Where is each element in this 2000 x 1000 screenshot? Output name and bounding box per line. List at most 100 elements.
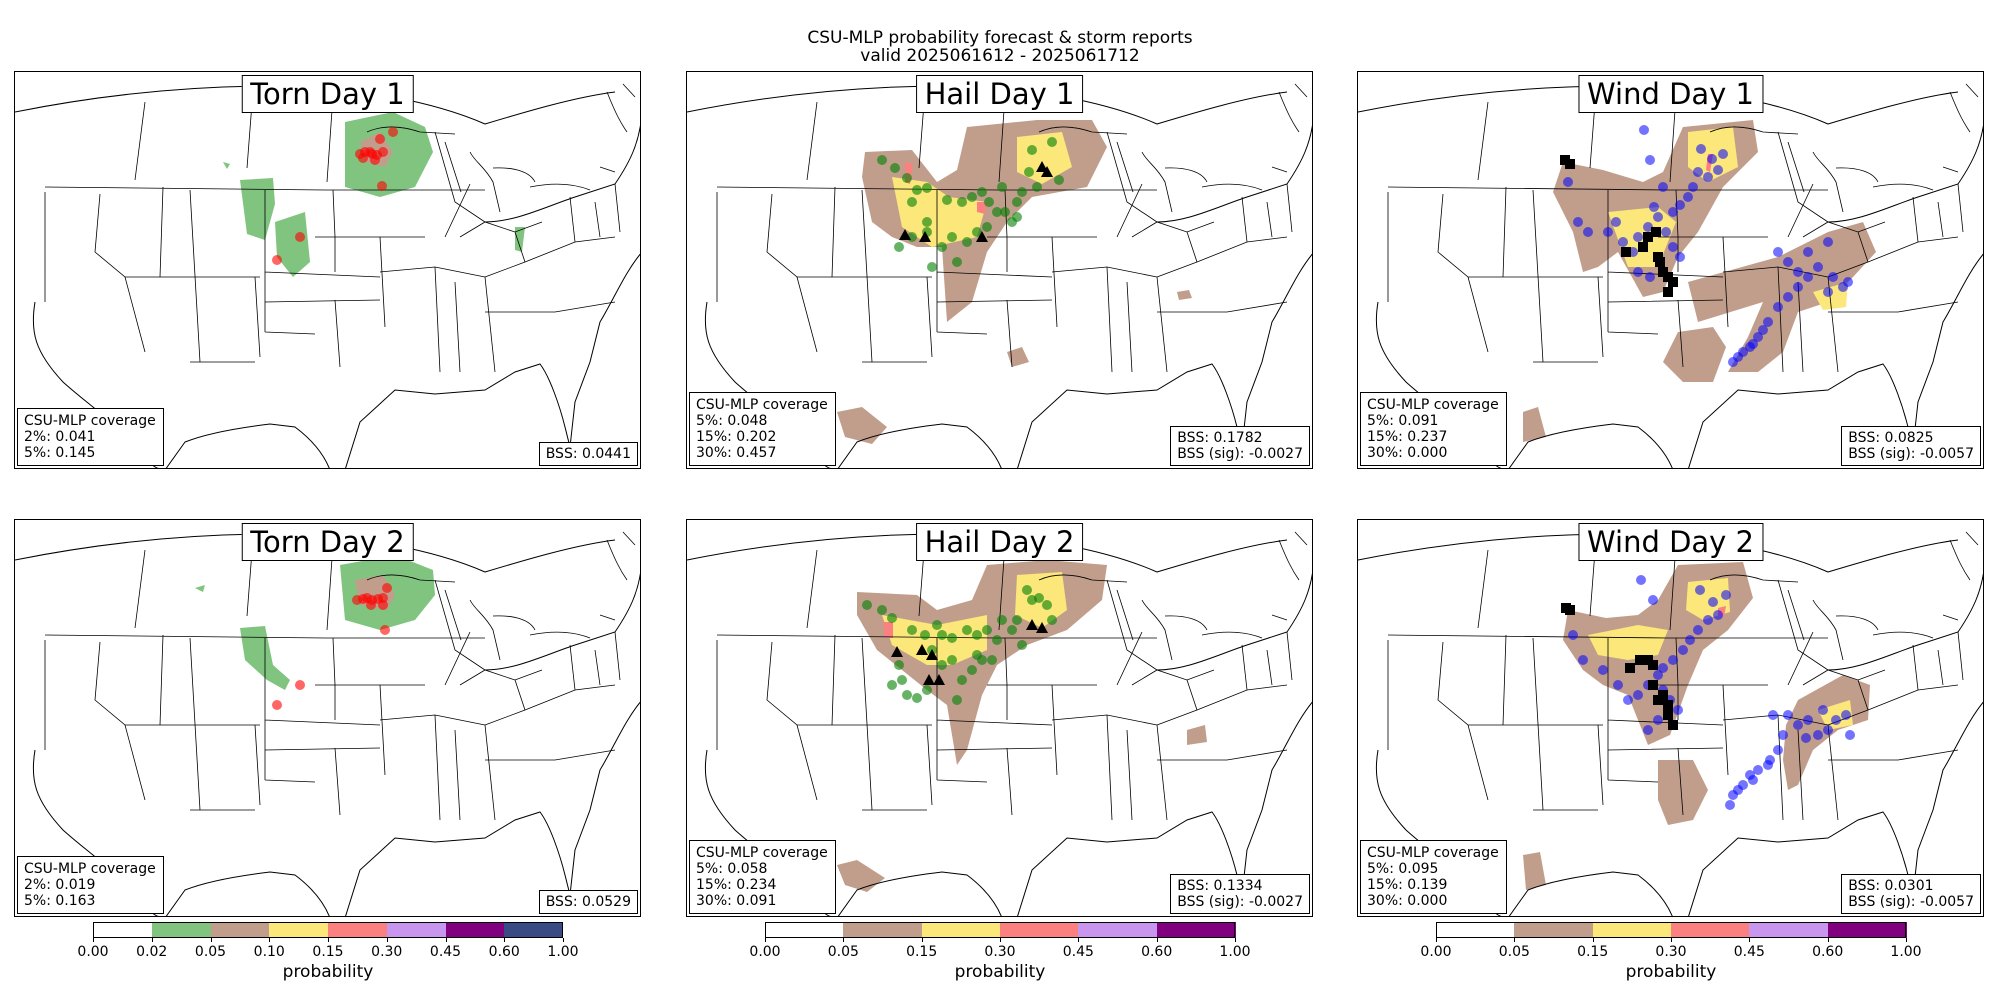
storm-report-marker: [1693, 625, 1703, 635]
storm-report-marker: [1813, 262, 1823, 272]
bss-line: BSS (sig): -0.0057: [1848, 446, 1974, 462]
significant-report-marker: [1036, 161, 1048, 172]
storm-report-marker: [382, 583, 392, 593]
storm-report-marker: [947, 232, 957, 242]
coverage-line: 2%: 0.019: [24, 877, 96, 893]
storm-report-marker: [1713, 610, 1723, 620]
colorbar-tick-label: 1.00: [547, 944, 579, 960]
probability-contour: [1663, 327, 1726, 382]
colorbar-tick: [765, 938, 766, 942]
probability-contour: [240, 178, 275, 240]
storm-report-marker: [932, 620, 942, 630]
colorbar-tick: [1514, 938, 1516, 942]
colorbar-tick-label: 0.60: [1141, 944, 1173, 960]
coverage-line: 5%: 0.091: [1367, 413, 1439, 429]
colorbar-tick: [1000, 938, 1001, 942]
storm-report-marker: [1623, 695, 1633, 705]
coverage-line: 30%: 0.457: [696, 445, 777, 461]
panel-torn2: Torn Day 2 CSU-MLP coverage 2%: 0.019 5%: 0…: [14, 519, 641, 917]
storm-report-marker: [920, 630, 930, 640]
significant-report-marker: [1036, 622, 1048, 633]
colorbar-tick-label: 0.05: [1498, 944, 1530, 960]
storm-report-marker: [1034, 593, 1044, 603]
storm-report-marker: [1758, 325, 1768, 335]
storm-report-marker: [1733, 352, 1743, 362]
colorbar-tick-label: 0.30: [984, 944, 1016, 960]
storm-report-marker: [1633, 267, 1643, 277]
storm-report-marker: [1568, 630, 1578, 640]
storm-report-marker: [1803, 247, 1813, 257]
coverage-title: CSU-MLP coverage: [696, 397, 828, 413]
colorbar-wind: 0.00 0.05 0.15 0.30 0.45 0.60 1.00 probability: [1420, 922, 1922, 984]
storm-report-marker: [907, 625, 917, 635]
storm-report-marker: [957, 197, 967, 207]
significant-report-marker: [1565, 605, 1575, 615]
storm-report-marker: [1718, 149, 1728, 159]
bss-line: BSS: 0.0441: [545, 446, 631, 462]
storm-report-marker: [922, 183, 932, 193]
storm-report-marker: [295, 232, 305, 242]
storm-report-marker: [1745, 770, 1755, 780]
colorbar-tick: [328, 938, 329, 942]
probability-contour: [837, 407, 887, 444]
coverage-box: CSU-MLP coverage 5%: 0.048 15%: 0.202 30%: …: [689, 392, 836, 466]
storm-report-marker: [972, 227, 982, 237]
storm-report-marker: [378, 600, 388, 610]
colorbar-segment: [1671, 922, 1750, 938]
storm-report-marker: [1753, 765, 1763, 775]
bss-box: BSS: 0.0301 BSS (sig): -0.0057: [1841, 874, 1981, 914]
storm-report-marker: [1618, 237, 1628, 247]
storm-report-marker: [1658, 663, 1668, 673]
significant-report-marker: [1648, 660, 1658, 670]
panel-torn1: Torn Day 1 CSU-MLP coverage 2%: 0.041 5%: 0…: [14, 71, 641, 469]
coverage-line: 5%: 0.058: [696, 861, 768, 877]
storm-report-marker: [952, 695, 962, 705]
probability-contour: [1523, 852, 1546, 890]
map-boundaries: [1358, 83, 1983, 468]
significant-report-marker: [1643, 232, 1653, 242]
panel-hail2: Hail Day 2 CSU-MLP coverage 5%: 0.058 15%: …: [686, 519, 1313, 917]
probability-contour: [837, 860, 885, 892]
probability-contour: [1007, 347, 1029, 367]
colorbar-tick-label: 0.05: [194, 944, 227, 960]
map-boundaries: [15, 83, 640, 468]
storm-report-marker: [877, 605, 887, 615]
significant-report-marker: [1653, 695, 1663, 705]
panel-hail1: Hail Day 1 CSU-MLP coverage 5%: 0.048 15%: …: [686, 71, 1313, 469]
probability-contour: [223, 162, 230, 169]
colorbar-frame: [1436, 922, 1906, 938]
storm-report-marker: [912, 185, 922, 195]
map-boundaries: [1358, 531, 1983, 916]
colorbar-segment: [1436, 922, 1515, 938]
storm-report-marker: [1578, 655, 1588, 665]
storm-report-marker: [1633, 690, 1643, 700]
bss-line: BSS: 0.0301: [1848, 878, 1934, 894]
panel-title: Torn Day 2: [241, 523, 414, 561]
storm-report-marker: [1649, 202, 1659, 212]
storm-report-marker: [1823, 237, 1833, 247]
storm-report-marker: [1668, 207, 1678, 217]
colorbar-segment: [1156, 922, 1236, 938]
storm-report-marker: [370, 155, 380, 165]
colorbar-segment: [504, 922, 564, 938]
coverage-title: CSU-MLP coverage: [1367, 845, 1499, 861]
colorbar-segment: [210, 922, 270, 938]
storm-report-marker: [952, 257, 962, 267]
colorbar-tick-label: 0.45: [1062, 944, 1094, 960]
storm-report-marker: [1573, 217, 1583, 227]
colorbar-tick-label: 0.45: [1733, 944, 1765, 960]
bss-box: BSS: 0.1782 BSS (sig): -0.0027: [1170, 426, 1310, 466]
figure-title-line1: CSU-MLP probability forecast & storm rep…: [807, 28, 1193, 48]
storm-report-marker: [1783, 292, 1793, 302]
map-wind2: [1358, 531, 1983, 916]
storm-report-marker: [890, 163, 900, 173]
colorbar-tick: [1235, 938, 1236, 942]
colorbar-tick: [843, 938, 845, 942]
storm-report-marker: [1773, 745, 1783, 755]
storm-report-marker: [1012, 615, 1022, 625]
storm-report-marker: [947, 655, 957, 665]
probability-contour: [360, 132, 393, 167]
storm-report-marker: [1032, 182, 1042, 192]
storm-report-marker: [1793, 720, 1803, 730]
colorbar-tick: [151, 938, 153, 942]
